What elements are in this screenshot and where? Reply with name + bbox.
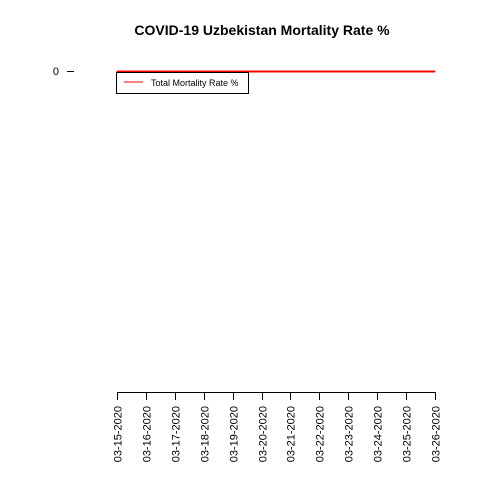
legend: Total Mortality Rate % — [116, 72, 249, 94]
x-tick-label: 03-20-2020 — [258, 406, 270, 462]
y-tick-label: 0 — [53, 66, 59, 78]
data-point — [261, 71, 263, 72]
data-point — [232, 71, 234, 72]
x-tick-label: 03-16-2020 — [142, 406, 154, 462]
x-tick-label: 03-21-2020 — [286, 406, 298, 462]
data-point — [434, 71, 436, 72]
x-tick-label: 03-26-2020 — [431, 406, 443, 462]
data-point — [318, 71, 320, 72]
data-point — [145, 71, 147, 72]
y-axis: 0 — [53, 66, 74, 78]
x-tick-label: 03-15-2020 — [113, 406, 125, 462]
x-tick-label: 03-19-2020 — [229, 406, 241, 462]
chart-title: COVID-19 Uzbekistan Mortality Rate % — [134, 22, 390, 38]
x-axis: 03-15-2020 03-16-2020 03-17-2020 03-18-2020… — [113, 392, 443, 462]
x-tick-label: 03-22-2020 — [315, 406, 327, 462]
data-point — [347, 71, 349, 72]
x-tick-label: 03-24-2020 — [373, 406, 385, 462]
legend-box — [116, 72, 249, 94]
data-point — [174, 71, 176, 72]
legend-label: Total Mortality Rate % — [151, 78, 239, 88]
plot-area — [116, 70, 436, 73]
x-tick-label: 03-23-2020 — [344, 406, 356, 462]
x-tick-label: 03-25-2020 — [402, 406, 414, 462]
x-tick-label: 03-17-2020 — [171, 406, 183, 462]
x-tick-label: 03-18-2020 — [200, 406, 212, 462]
data-point — [116, 71, 118, 72]
data-point — [405, 71, 407, 72]
data-point — [203, 71, 205, 72]
data-point — [376, 71, 378, 72]
data-point — [289, 71, 291, 72]
